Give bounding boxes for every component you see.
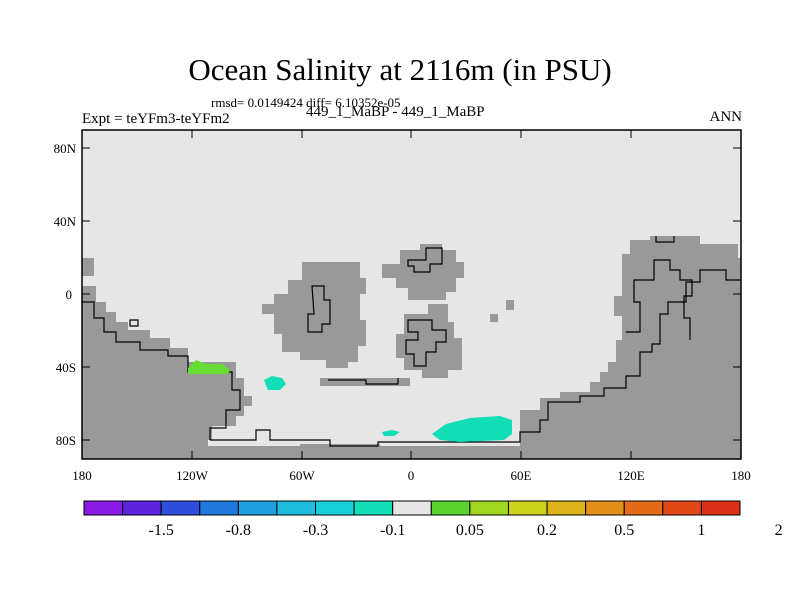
lon-label-180e: 180: [731, 468, 751, 483]
contour-east-inner: [626, 259, 693, 340]
colorbar-box: [700, 500, 741, 516]
colorbar-box: [469, 500, 509, 516]
land-islet-1: [506, 300, 514, 310]
land-islet-2: [490, 314, 498, 322]
teal-anomaly-dot: [382, 430, 400, 436]
stats-label: rmsd= 0.0149424 diff= 6.10352e-05: [211, 95, 401, 110]
colorbar-label: 1: [697, 522, 705, 539]
lat-label-0: 0: [66, 287, 73, 302]
land-central-continent: [262, 262, 366, 368]
colorbar-box: [585, 500, 625, 516]
contour-middle-island: [405, 319, 447, 367]
colorbar-label: -0.3: [303, 522, 328, 539]
contour-west-coast: [82, 301, 241, 440]
colorbar-box: [507, 500, 548, 516]
contour-north-island: [407, 247, 443, 273]
map-title: Ocean Salinity at 2116m (in PSU): [188, 52, 612, 87]
contour-south-bar: [328, 378, 399, 385]
colorbar-box: [276, 500, 317, 516]
colorbar-label: -0.8: [226, 522, 251, 539]
contour-islet: [129, 319, 139, 327]
lon-label-0: 0: [408, 468, 415, 483]
contour-antarctic: [210, 269, 741, 447]
contour-central-continent: [307, 285, 331, 333]
lat-label-80n: 80N: [54, 141, 77, 156]
lon-label-60w: 60W: [289, 468, 315, 483]
lon-label-120e: 120E: [617, 468, 645, 483]
colorbar: -1.5 -0.8 -0.3 -0.1 0.05 0.2 0.5 1 2: [83, 500, 783, 539]
colorbar-box: [430, 500, 471, 516]
land-americas: [82, 258, 252, 440]
teal-anomaly-large: [432, 416, 512, 442]
colorbar-label: -0.1: [380, 522, 405, 539]
land-antarctica: [82, 440, 741, 459]
colorbar-box: [83, 500, 124, 516]
lon-label-120w: 120W: [176, 468, 209, 483]
lat-label-40s: 40S: [56, 360, 76, 375]
experiment-label: Expt = teYFm3-teYFm2: [82, 111, 230, 127]
colorbar-label: 0.2: [537, 522, 557, 539]
colorbar-box: [392, 500, 432, 516]
lat-ticks: [82, 147, 741, 441]
contour-lines: [82, 236, 741, 447]
colorbar-box: [546, 500, 587, 516]
lat-label-80s: 80S: [56, 433, 76, 448]
colorbar-box: [623, 500, 664, 516]
colorbar-box: [353, 500, 394, 516]
lon-label-60e: 60E: [511, 468, 532, 483]
lon-label-180w: 180: [72, 468, 92, 483]
colorbar-label: -1.5: [149, 522, 174, 539]
land-middle-island: [396, 304, 462, 378]
colorbar-box: [237, 500, 278, 516]
season-label: ANN: [709, 109, 743, 125]
colorbar-label: 2: [775, 522, 783, 539]
colorbar-box: [315, 500, 355, 516]
colorbar-box: [199, 500, 239, 516]
colorbar-box: [662, 500, 702, 516]
colorbar-label: 0.5: [614, 522, 634, 539]
land-south-bar: [320, 378, 410, 386]
anomaly-patches: [188, 360, 512, 442]
case-label: 449_1_MaBP - 449_1_MaBP: [306, 104, 485, 120]
colorbar-box: [160, 500, 201, 516]
teal-anomaly-small: [264, 376, 286, 390]
lon-ticks: [81, 130, 742, 459]
lat-label-40n: 40N: [54, 214, 77, 229]
contour-north-east: [655, 236, 675, 243]
colorbar-label: 0.05: [456, 522, 484, 539]
green-anomaly: [188, 360, 230, 374]
colorbar-box: [122, 500, 162, 516]
